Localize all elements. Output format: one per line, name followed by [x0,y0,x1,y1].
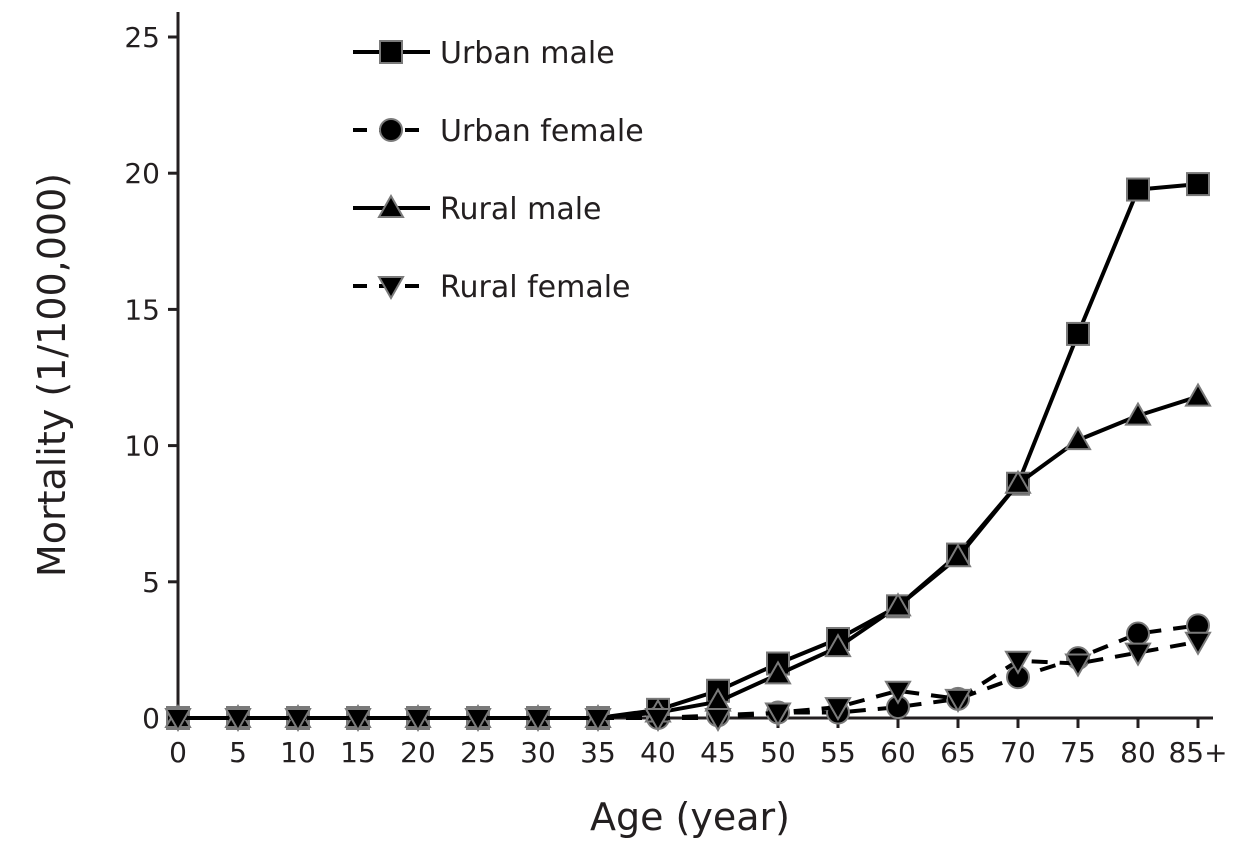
legend-marker [379,118,403,142]
legend-marker [379,40,403,64]
x-tick-label: 60 [880,736,916,769]
y-tick-label: 20 [124,157,160,190]
x-tick-label: 45 [700,736,736,769]
data-point [1124,401,1152,426]
x-tick-label: 20 [400,736,436,769]
data-point [1064,426,1092,451]
data-point [824,633,852,658]
data-point [704,708,732,733]
legend: Urban male Urban female Rural male Rural fe… [353,36,644,305]
legend-marker [377,276,405,301]
data-point [1184,382,1212,407]
series-rural-female [164,631,1212,733]
axes: 0 5 10 15 20 25 0 5 10 15 20 25 30 35 40 45 50 55 60 65 70 75… [124,12,1228,769]
data-point [1126,621,1150,646]
data-point [1184,631,1212,656]
y-tick-label: 25 [124,21,160,54]
data-point [824,697,852,722]
legend-entry: Rural female [353,270,631,305]
data-point [764,702,792,727]
data-point [1004,469,1032,494]
y-axis-title: Mortality (1/100,000) [30,173,74,577]
legend-label: Rural male [440,192,602,227]
series-rural-male [164,382,1212,728]
x-tick-label: 15 [340,736,376,769]
legend-marker [377,193,405,218]
x-tick-label: 10 [280,736,316,769]
series-line [178,623,1199,720]
data-point [884,592,912,617]
series-layer [164,172,1212,733]
data-point [164,708,192,733]
data-point [1064,653,1092,678]
data-point [944,543,972,568]
x-tick-label: 5 [229,736,247,769]
series-line [178,182,1199,720]
x-tick-label: 65 [940,736,976,769]
y-tick-label: 15 [124,293,160,326]
x-tick-label: 35 [580,736,616,769]
data-point [584,708,612,733]
data-point [464,708,492,733]
data-point [344,708,372,733]
y-tick-label: 5 [142,566,160,599]
x-tick-label: 55 [820,736,856,769]
x-tick-label: 70 [1000,736,1036,769]
legend-label: Urban female [440,114,644,149]
legend-entry: Urban female [353,114,644,149]
x-tick-label: 50 [760,736,796,769]
series-urban-male [166,172,1210,730]
x-tick-label: 85+ [1168,736,1227,769]
data-point [284,708,312,733]
x-tick-label: 30 [520,736,556,769]
x-tick-label: 25 [460,736,496,769]
legend-entry: Rural male [353,192,602,227]
x-tick-label: 0 [169,736,187,769]
data-point [524,708,552,733]
data-point [404,708,432,733]
series-line [178,639,1199,720]
legend-entry: Urban male [353,36,615,71]
data-point [1126,177,1150,202]
data-point [644,708,672,733]
legend-label: Rural female [440,270,631,305]
data-point [764,660,792,685]
data-point [1186,172,1210,197]
data-point [1124,642,1152,667]
legend-label: Urban male [440,36,615,71]
x-axis-title: Age (year) [590,795,790,839]
x-tick-label: 40 [640,736,676,769]
data-point [224,708,252,733]
y-tick-label: 0 [142,702,160,735]
data-point [1066,321,1090,346]
data-point [884,680,912,705]
data-point [944,688,972,713]
x-tick-label: 75 [1060,736,1096,769]
data-point [1004,650,1032,675]
series-urban-female [166,613,1210,730]
x-tick-label: 80 [1120,736,1156,769]
y-tick-label: 10 [124,430,160,463]
